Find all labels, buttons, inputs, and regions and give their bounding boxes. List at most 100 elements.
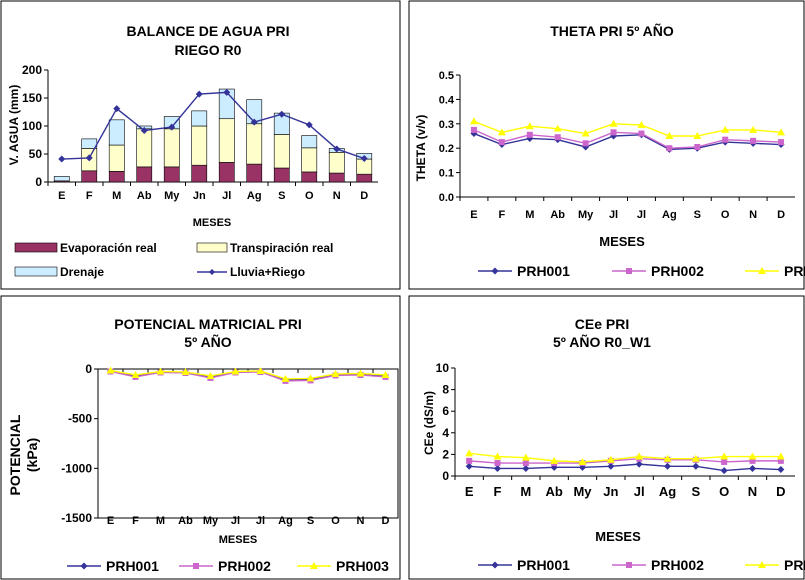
chart-title: POTENCIAL MATRICIAL PRI bbox=[114, 316, 301, 332]
x-tick-label: E bbox=[58, 190, 65, 202]
data-point bbox=[250, 118, 258, 126]
x-tick-label: M bbox=[520, 484, 531, 499]
chart-matric-potential: POTENCIAL MATRICIAL PRI 5º AÑO POTENCIAL… bbox=[0, 295, 401, 580]
y-tick-label: 0.1 bbox=[439, 168, 454, 180]
data-point bbox=[664, 462, 671, 470]
bar bbox=[108, 144, 125, 172]
x-tick-label: Jl bbox=[637, 209, 646, 221]
y-tick-label: 4 bbox=[442, 426, 449, 440]
legend-label: PRH002 bbox=[651, 557, 704, 573]
data-point bbox=[381, 370, 390, 378]
x-tick-label: D bbox=[777, 209, 785, 221]
legend-marker bbox=[209, 269, 215, 275]
data-point bbox=[494, 464, 501, 472]
bar bbox=[273, 134, 290, 169]
data-point bbox=[635, 452, 644, 460]
x-tick-label: Jn bbox=[603, 484, 618, 499]
data-point bbox=[140, 126, 148, 134]
legend-label: PRH001 bbox=[517, 263, 570, 279]
data-point bbox=[168, 123, 176, 131]
series-line bbox=[61, 91, 365, 160]
data-point bbox=[553, 124, 562, 132]
y-tick-label: 200 bbox=[22, 63, 42, 77]
data-point bbox=[777, 466, 785, 474]
chart-subtitle: RIEGO R0 bbox=[175, 42, 242, 58]
bar bbox=[328, 152, 345, 174]
data-point bbox=[521, 453, 530, 461]
legend-label: PRH003 bbox=[784, 557, 805, 573]
data-point bbox=[498, 139, 505, 146]
legend-label: PRH002 bbox=[218, 558, 271, 574]
y-tick-label: 0 bbox=[442, 469, 449, 483]
data-point bbox=[749, 125, 758, 133]
y-tick-label: 0 bbox=[35, 175, 42, 189]
data-point bbox=[466, 457, 473, 464]
x-tick-label: F bbox=[86, 190, 93, 202]
data-point bbox=[195, 90, 203, 98]
x-axis-label: MESES bbox=[599, 234, 645, 249]
series-line bbox=[110, 370, 386, 382]
bar bbox=[218, 118, 235, 163]
data-point bbox=[578, 457, 587, 465]
data-point bbox=[465, 449, 474, 457]
x-tick-label: O bbox=[721, 209, 730, 221]
x-tick-label: Jl bbox=[222, 190, 231, 202]
legend-label: PRH001 bbox=[106, 558, 159, 574]
legend-label: PRH003 bbox=[784, 263, 805, 279]
bar bbox=[136, 166, 153, 183]
data-point bbox=[720, 452, 729, 460]
x-tick-label: E bbox=[465, 484, 474, 499]
legend-swatch bbox=[14, 242, 58, 253]
x-tick-label: S bbox=[694, 209, 701, 221]
legend-label: PRH001 bbox=[517, 557, 570, 573]
chart-frame bbox=[408, 0, 805, 290]
data-point bbox=[256, 366, 265, 374]
data-point bbox=[223, 88, 231, 96]
bar bbox=[273, 167, 290, 183]
data-point bbox=[465, 462, 473, 470]
bar bbox=[163, 166, 180, 183]
data-point bbox=[522, 460, 529, 467]
y-tick-label: 0.5 bbox=[439, 70, 454, 82]
y-axis-label: THETA (v/v) bbox=[414, 115, 428, 182]
x-tick-label: Jl bbox=[634, 484, 645, 499]
data-point bbox=[693, 132, 702, 139]
data-point bbox=[776, 452, 785, 460]
data-point bbox=[58, 155, 66, 163]
y-axis-label: POTENCIAL bbox=[7, 414, 23, 495]
data-point bbox=[666, 145, 673, 152]
x-tick-label: Ag bbox=[247, 190, 262, 202]
x-tick-label: O bbox=[331, 515, 340, 527]
bar bbox=[191, 164, 208, 183]
bar bbox=[191, 110, 208, 127]
x-tick-label: D bbox=[360, 190, 368, 202]
data-point bbox=[582, 140, 589, 147]
x-tick-label: N bbox=[357, 515, 365, 527]
data-point bbox=[749, 457, 756, 464]
legend-swatch bbox=[14, 266, 58, 277]
data-point bbox=[356, 369, 365, 377]
bar bbox=[301, 135, 318, 149]
bar bbox=[301, 147, 318, 173]
legend-label: Evaporación real bbox=[60, 241, 157, 255]
data-point bbox=[281, 374, 290, 382]
data-point bbox=[491, 267, 499, 275]
x-axis-label: MESES bbox=[219, 534, 258, 546]
data-point bbox=[470, 126, 477, 133]
x-tick-label: O bbox=[719, 484, 729, 499]
bar bbox=[191, 125, 208, 166]
data-point bbox=[638, 130, 645, 137]
y-tick-label: -500 bbox=[68, 412, 92, 426]
bar bbox=[246, 123, 263, 165]
data-point bbox=[526, 131, 533, 138]
y-tick-label: 10 bbox=[436, 361, 450, 375]
y-tick-label: 0.0 bbox=[439, 192, 454, 204]
x-tick-label: Ag bbox=[662, 209, 677, 221]
legend-label: PRH002 bbox=[651, 263, 704, 279]
y-tick-label: 50 bbox=[29, 147, 43, 161]
bar bbox=[328, 172, 345, 183]
x-tick-label: S bbox=[307, 515, 314, 527]
data-point bbox=[310, 562, 318, 569]
data-point bbox=[665, 132, 674, 139]
data-point bbox=[581, 129, 590, 137]
